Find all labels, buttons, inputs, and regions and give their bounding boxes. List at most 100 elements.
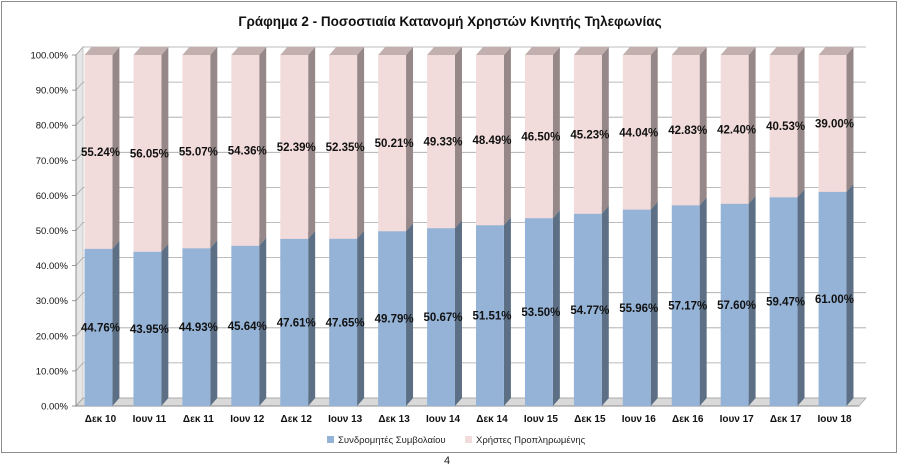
bar-front xyxy=(280,238,309,406)
data-label: 48.49% xyxy=(472,135,511,147)
legend-label-contract: Συνδρομητές Συμβολαίου xyxy=(338,435,446,446)
bar-prepaid xyxy=(818,47,854,192)
y-tick-label: 70.00% xyxy=(36,156,69,167)
category-label: Ιουν 15 xyxy=(524,414,559,425)
data-label: 47.61% xyxy=(277,317,316,329)
category-label: Ιουν 12 xyxy=(230,414,265,425)
bar-prepaid xyxy=(84,47,120,249)
bar-front xyxy=(524,218,553,406)
category-label: Δεκ 13 xyxy=(378,414,410,425)
stacked-column-chart: 0.00% 10.00% 20.00% 30.00% 40.00% 50.00% 60.00… xyxy=(30,45,867,446)
category-label: Ιουν 13 xyxy=(328,414,363,425)
bar-front xyxy=(427,55,455,229)
bar-top xyxy=(133,47,169,55)
bar-prepaid xyxy=(378,47,414,232)
bar-front xyxy=(818,55,847,192)
data-label: 44.76% xyxy=(81,322,120,334)
bar-contract xyxy=(573,205,609,406)
bar-front xyxy=(720,55,749,204)
bar-top xyxy=(671,47,707,55)
bar-prepaid xyxy=(769,47,805,198)
bar-prepaid xyxy=(573,47,609,214)
bar-top xyxy=(476,47,511,55)
bar-side xyxy=(552,210,560,406)
bar-side xyxy=(406,223,414,406)
bar-contract xyxy=(182,240,218,406)
bar-side xyxy=(748,47,756,204)
data-label: 43.95% xyxy=(130,324,169,336)
bar-front xyxy=(378,231,407,406)
bar-top xyxy=(524,47,560,55)
category-label: Δεκ 16 xyxy=(672,414,704,425)
bar-side xyxy=(112,240,120,406)
bar-side xyxy=(259,237,267,406)
y-tick-label: 60.00% xyxy=(36,191,69,202)
bar-side xyxy=(503,47,511,226)
x-axis-categories: Δεκ 10 Ιουν 11 Δεκ 11 Ιουν 12 Δεκ 12 Ιουν 13 Δ… xyxy=(85,414,852,425)
data-label: 55.24% xyxy=(81,147,120,159)
bar-front xyxy=(818,191,847,406)
bar-top xyxy=(573,47,609,55)
bar-contract xyxy=(84,240,120,406)
y-tick-label: 20.00% xyxy=(36,331,69,342)
bar-prepaid xyxy=(671,47,707,206)
bar-contract xyxy=(671,197,707,406)
data-label: 53.50% xyxy=(521,307,560,319)
bar-prepaid xyxy=(280,47,316,239)
bar-prepaid xyxy=(329,47,365,239)
data-label: 54.77% xyxy=(570,305,609,317)
y-tick-label: 100.00% xyxy=(30,51,68,62)
data-label: 55.96% xyxy=(619,303,658,315)
data-label: 45.64% xyxy=(228,321,267,333)
data-label: 56.05% xyxy=(130,148,169,160)
data-label: 40.53% xyxy=(766,121,805,133)
bar-front xyxy=(329,55,358,239)
bar-front xyxy=(720,203,749,406)
bar-contract xyxy=(818,183,854,406)
data-label: 59.47% xyxy=(766,297,805,309)
bar-prepaid xyxy=(622,47,658,210)
bar-contract xyxy=(231,237,267,406)
bar-front xyxy=(573,213,602,406)
chart-title: Γράφημα 2 - Ποσοστιαία Κατανομή Χρηστών … xyxy=(238,14,662,29)
bar-side xyxy=(699,47,707,206)
bar-top xyxy=(378,47,414,55)
bar-front xyxy=(671,55,700,206)
data-label: 45.23% xyxy=(570,129,609,141)
y-tick-label: 50.00% xyxy=(36,226,69,237)
bar-side xyxy=(650,47,658,210)
category-label: Ιουν 18 xyxy=(817,414,852,425)
bar-side xyxy=(748,195,756,406)
data-label: 52.35% xyxy=(326,142,365,154)
bar-side xyxy=(601,205,609,406)
bar-side xyxy=(161,47,169,252)
bar-top xyxy=(720,47,756,55)
bar-side xyxy=(650,201,658,406)
data-label: 49.33% xyxy=(424,137,463,149)
data-label: 57.17% xyxy=(668,301,707,313)
data-label: 42.40% xyxy=(717,124,756,136)
bar-side xyxy=(454,47,462,229)
y-tick-label: 40.00% xyxy=(36,261,69,272)
bar-side xyxy=(161,243,169,406)
category-label: Δεκ 11 xyxy=(183,414,214,425)
category-label: Δεκ 12 xyxy=(281,414,313,425)
data-labels: 44.76% 55.24% 43.95% 56.05% 44.93% 55.07% 45.6… xyxy=(81,118,854,335)
bar-side xyxy=(112,47,120,249)
bar-contract xyxy=(329,230,365,406)
category-label: Δεκ 17 xyxy=(770,414,802,425)
bar-prepaid xyxy=(720,47,756,204)
y-axis-ticks: 0.00% 10.00% 20.00% 30.00% 40.00% 50.00% 60.00… xyxy=(30,51,68,413)
bar-side xyxy=(503,217,511,406)
data-label: 47.65% xyxy=(326,317,365,329)
bar-front xyxy=(671,205,700,406)
bar-front xyxy=(476,225,504,406)
bar-prepaid xyxy=(182,47,218,249)
category-label: Δεκ 14 xyxy=(476,414,508,425)
bar-side xyxy=(846,183,854,406)
y-tick-label: 80.00% xyxy=(36,121,69,132)
bar-front xyxy=(769,55,798,198)
data-label: 54.36% xyxy=(228,145,267,157)
bar-front xyxy=(622,209,651,406)
bar-side xyxy=(699,197,707,406)
